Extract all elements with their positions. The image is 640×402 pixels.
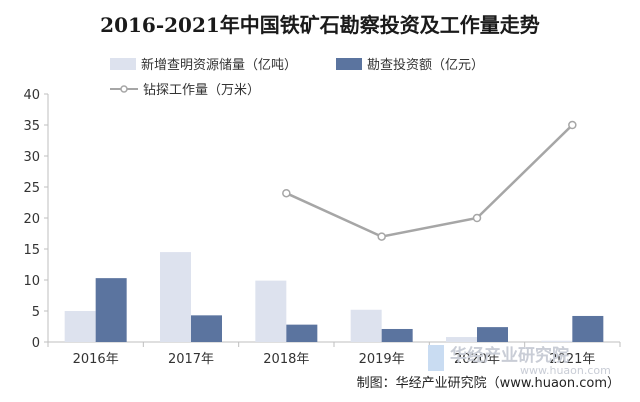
watermark: 华经产业研究院 www.huaon.com (428, 345, 611, 377)
watermark-name: 华经产业研究院 (450, 345, 569, 366)
bar-reserves (446, 337, 477, 342)
legend-swatch-investment (336, 58, 362, 70)
x-tick-label: 2019年 (359, 352, 405, 367)
legend: 新增查明资源储量（亿吨） 勘查投资额（亿元） 钻探工作量（万米） (110, 57, 484, 98)
y-tick-label: 30 (23, 150, 40, 165)
bar-reserves (64, 311, 96, 342)
y-tick-label: 40 (23, 88, 40, 103)
bar-reserves (541, 340, 573, 342)
line-drilling (285, 124, 574, 238)
legend-label-reserves: 新增查明资源储量（亿吨） (141, 57, 297, 73)
point-drilling (377, 232, 386, 241)
bar-investment (191, 315, 222, 342)
plot-area: 0 5 10 15 20 25 30 35 40 2016年 2017年 2018年 2019年 2020… (23, 88, 621, 367)
legend-item-drilling: 钻探工作量（万米） (110, 83, 260, 98)
bar-investment (572, 315, 604, 342)
legend-marker-drilling (120, 85, 128, 93)
bar-reserves (160, 252, 191, 342)
x-tick-label: 2017年 (168, 352, 214, 367)
legend-label-investment: 勘查投资额（亿元） (367, 57, 484, 73)
y-tick-label: 5 (32, 305, 40, 320)
watermark-logo (428, 345, 444, 371)
bar-investment (286, 324, 318, 342)
x-tick-label: 2018年 (263, 352, 309, 367)
source-note: 制图：华经产业研究院（www.huaon.com） (357, 376, 620, 391)
y-tick-label: 0 (32, 336, 40, 351)
y-tick-label: 10 (23, 274, 40, 289)
x-tick-label: 2016年 (73, 352, 119, 367)
bar-reserves (350, 309, 382, 342)
x-tick-label: 2021年 (549, 352, 595, 367)
y-tick-label: 20 (23, 212, 40, 227)
legend-item-reserves: 新增查明资源储量（亿吨） (110, 57, 297, 73)
bar-investment (95, 278, 127, 342)
chart-title: 2016-2021年中国铁矿石勘察投资及工作量走势 (100, 13, 540, 37)
legend-label-drilling: 钻探工作量（万米） (143, 83, 260, 98)
legend-item-investment: 勘查投资额（亿元） (336, 57, 484, 73)
point-drilling (282, 188, 291, 198)
watermark-url: www.huaon.com (520, 364, 611, 377)
y-tick-label: 15 (23, 243, 40, 258)
bar-investment (381, 328, 413, 342)
point-drilling (472, 213, 482, 223)
legend-swatch-reserves (110, 58, 136, 70)
point-drilling (568, 120, 577, 130)
bar-investment (477, 327, 508, 342)
x-tick-label: 2020年 (454, 352, 500, 367)
y-tick-label: 25 (23, 181, 40, 196)
y-tick-label: 35 (23, 119, 40, 134)
bar-reserves (255, 280, 287, 342)
